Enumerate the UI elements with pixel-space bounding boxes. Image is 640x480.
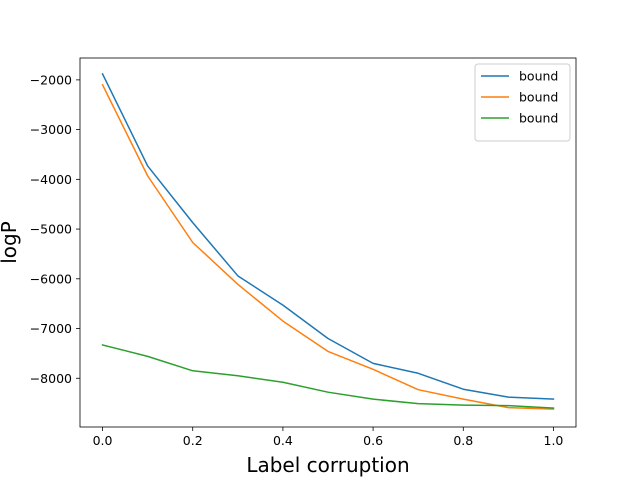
legend-box [474,63,571,142]
plot-frame [79,57,577,428]
legend: bound bound bound [474,63,571,142]
x-tick-label: 0.0 [93,433,113,448]
y-tick-label: −4000 [30,172,72,187]
x-axis-label: Label corruption [246,453,409,477]
y-tick-label: −3000 [30,122,72,137]
y-tick-label: −8000 [30,371,72,386]
legend-label: bound [519,90,558,105]
series-layer [101,72,555,410]
x-axis: 0.0 0.2 0.4 0.6 0.8 1.0 [93,427,564,448]
x-tick-label: 0.2 [183,433,203,448]
y-tick-label: −5000 [30,222,72,237]
x-tick-label: 0.8 [453,433,473,448]
series-line-1 [101,72,555,400]
y-tick-label: −2000 [30,72,72,87]
x-tick-label: 0.6 [363,433,383,448]
y-axis: −8000 −7000 −6000 −5000 −4000 −3000 −2000 [30,72,80,386]
x-tick-label: 0.4 [273,433,293,448]
y-tick-label: −7000 [30,321,72,336]
y-axis-label: logP [0,221,21,264]
legend-label: bound [519,69,558,84]
series-line-2 [101,83,555,410]
y-tick-label: −6000 [30,271,72,286]
series-line-3 [101,344,555,409]
legend-label: bound [519,111,558,126]
x-tick-label: 1.0 [544,433,564,448]
